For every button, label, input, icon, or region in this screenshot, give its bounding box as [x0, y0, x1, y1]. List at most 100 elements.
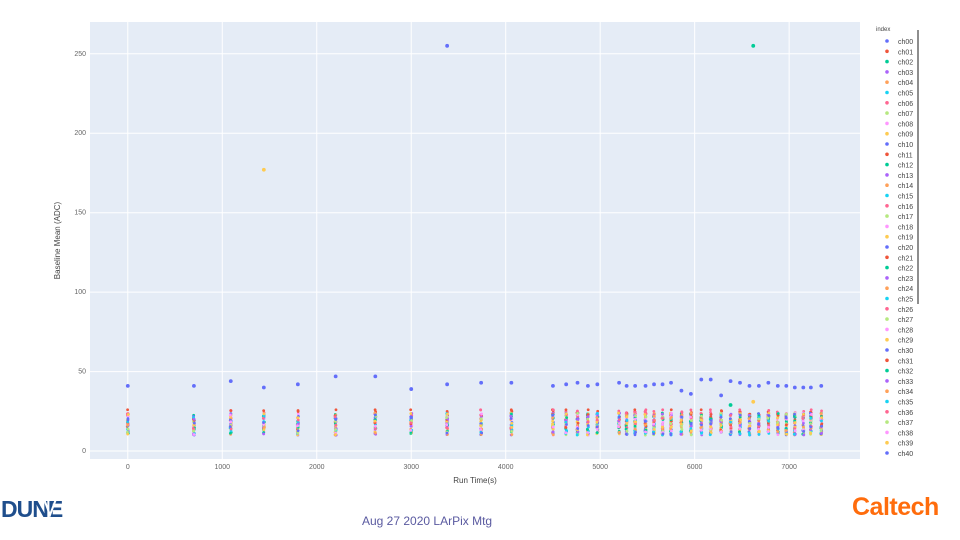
- point-ch38: [644, 430, 647, 434]
- point-ch00: [373, 374, 378, 379]
- legend-item-ch39[interactable]: ch39: [885, 441, 913, 448]
- legend-marker: [885, 440, 889, 445]
- legend[interactable]: index ch00 ch01 ch02 ch03 ch04 ch05 ch06 ch07 ch0…: [876, 27, 919, 458]
- legend-item-ch25[interactable]: ch25: [885, 297, 913, 304]
- point-ch40: [296, 429, 300, 433]
- point-ch35: [767, 419, 771, 423]
- point-ch33: [679, 432, 683, 436]
- legend-item-ch23[interactable]: ch23: [885, 276, 913, 283]
- point-ch31: [576, 421, 580, 425]
- point-ch40: [793, 412, 796, 416]
- point-ch40: [551, 413, 555, 417]
- legend-marker: [885, 80, 889, 84]
- legend-item-ch37[interactable]: ch37: [885, 420, 913, 427]
- point-ch34: [595, 416, 599, 420]
- legend-item-ch35[interactable]: ch35: [885, 400, 913, 407]
- legend-label: ch02: [898, 60, 913, 67]
- legend-marker: [885, 358, 889, 363]
- point-ch28: [618, 422, 621, 425]
- legend-item-ch13[interactable]: ch13: [885, 173, 913, 180]
- point-ch00: [660, 382, 665, 387]
- legend-item-ch04[interactable]: ch04: [885, 80, 913, 87]
- point-ch32: [228, 431, 232, 435]
- legend-item-ch07[interactable]: ch07: [885, 111, 913, 118]
- legend-label: ch36: [898, 410, 913, 417]
- legend-label: ch01: [898, 49, 913, 56]
- point-ch33: [409, 424, 413, 428]
- legend-item-ch16[interactable]: ch16: [885, 204, 913, 211]
- point-ch00: [757, 384, 761, 388]
- legend-item-ch11[interactable]: ch11: [885, 152, 913, 159]
- legend-marker: [885, 59, 889, 64]
- point-ch40: [809, 425, 813, 429]
- legend-item-ch30[interactable]: ch30: [885, 348, 913, 355]
- point-ch40: [669, 432, 673, 436]
- x-tick-label: 2000: [309, 464, 325, 471]
- legend-item-ch15[interactable]: ch15: [885, 194, 913, 201]
- legend-item-ch17[interactable]: ch17: [885, 214, 913, 221]
- legend-marker: [885, 296, 889, 301]
- legend-item-ch24[interactable]: ch24: [885, 286, 913, 293]
- legend-item-ch03[interactable]: ch03: [885, 70, 913, 77]
- legend-item-ch31[interactable]: ch31: [885, 358, 913, 365]
- point-ch00: [624, 384, 629, 388]
- legend-item-ch36[interactable]: ch36: [885, 410, 913, 417]
- legend-item-ch26[interactable]: ch26: [885, 307, 913, 314]
- legend-item-ch14[interactable]: ch14: [885, 183, 913, 190]
- point-ch34: [699, 426, 703, 430]
- legend-item-ch21[interactable]: ch21: [885, 255, 913, 262]
- point-ch35: [564, 420, 568, 424]
- point-ch37: [192, 429, 196, 433]
- point-ch32: [565, 416, 569, 420]
- y-tick-label: 50: [78, 369, 86, 376]
- point-ch39: [802, 412, 805, 416]
- legend-label: ch26: [898, 307, 913, 314]
- point-ch40: [784, 416, 788, 420]
- point-ch40: [445, 431, 449, 435]
- point-ch38: [409, 428, 413, 432]
- legend-item-ch01[interactable]: ch01: [885, 49, 913, 56]
- legend-item-ch29[interactable]: ch29: [885, 338, 913, 345]
- legend-item-ch08[interactable]: ch08: [885, 121, 913, 128]
- legend-item-ch02[interactable]: ch02: [885, 60, 913, 67]
- point-ch00: [792, 385, 797, 390]
- legend-item-ch40[interactable]: ch40: [885, 451, 913, 458]
- legend-item-ch34[interactable]: ch34: [885, 389, 913, 396]
- point-ch36: [661, 416, 664, 420]
- point-ch00: [586, 384, 590, 388]
- legend-item-ch19[interactable]: ch19: [885, 235, 913, 242]
- point-ch07: [689, 433, 693, 437]
- legend-label: ch13: [898, 173, 913, 180]
- legend-item-ch22[interactable]: ch22: [885, 266, 913, 273]
- point-ch38: [719, 430, 723, 434]
- point-ch40: [634, 431, 637, 434]
- legend-marker: [885, 451, 889, 455]
- point-ch40: [126, 417, 130, 420]
- legend-item-ch00[interactable]: ch00: [885, 39, 913, 46]
- point-ch35: [689, 427, 693, 430]
- point-ch39: [719, 424, 723, 427]
- point-ch39: [564, 412, 568, 416]
- legend-item-ch33[interactable]: ch33: [885, 379, 913, 386]
- legend-item-ch05[interactable]: ch05: [885, 91, 913, 98]
- legend-item-ch38[interactable]: ch38: [885, 430, 913, 437]
- x-tick-label: 5000: [592, 464, 608, 471]
- legend-item-ch28[interactable]: ch28: [885, 327, 913, 334]
- legend-item-ch06[interactable]: ch06: [885, 101, 913, 108]
- legend-item-ch18[interactable]: ch18: [885, 224, 913, 231]
- point-ch37: [510, 429, 514, 433]
- point-ch38: [192, 433, 196, 436]
- legend-item-ch12[interactable]: ch12: [885, 163, 913, 170]
- legend-item-ch20[interactable]: ch20: [885, 245, 913, 252]
- legend-marker: [885, 420, 889, 424]
- point-ch39: [262, 428, 266, 432]
- legend-item-ch32[interactable]: ch32: [885, 369, 913, 376]
- legend-item-ch09[interactable]: ch09: [885, 132, 913, 139]
- point-ch40: [409, 415, 413, 419]
- legend-item-ch10[interactable]: ch10: [885, 142, 913, 149]
- legend-item-ch27[interactable]: ch27: [885, 317, 913, 324]
- point-ch28: [767, 425, 770, 429]
- point-ch38: [595, 427, 599, 431]
- point-ch35: [679, 430, 683, 434]
